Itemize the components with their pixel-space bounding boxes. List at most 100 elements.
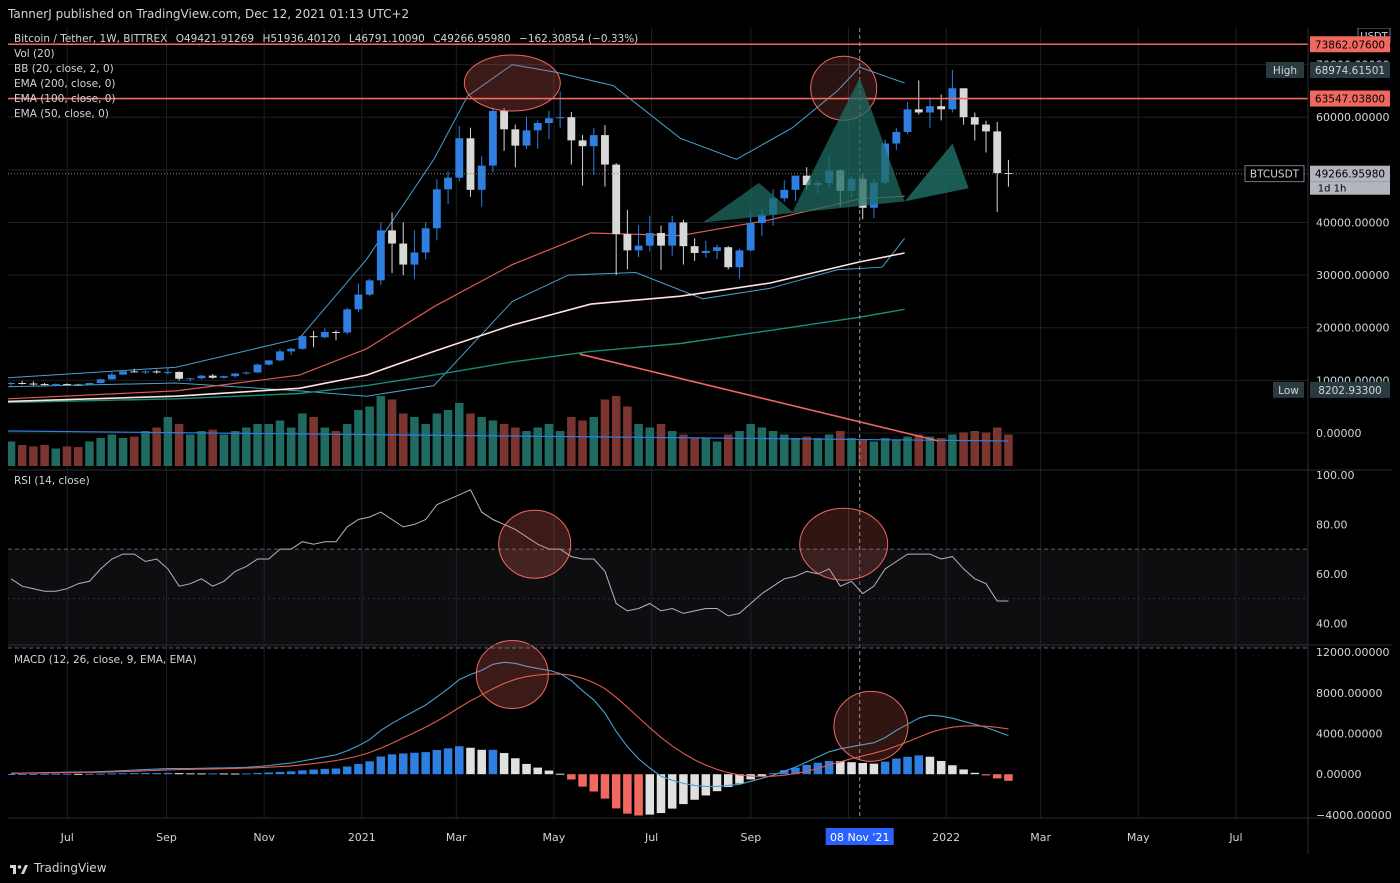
candle-body [63, 384, 71, 386]
macd-histogram-bar [40, 773, 49, 775]
volume-bar [331, 431, 341, 466]
macd-histogram-bar [331, 768, 341, 775]
macd-histogram-bar [51, 773, 61, 775]
macd-signal-line [10, 673, 1009, 778]
candle-body [937, 106, 946, 110]
macd-histogram-bar [914, 755, 924, 775]
macd-histogram-bar [264, 772, 274, 775]
crosshair-time-box [825, 828, 894, 845]
macd-histogram-bar [1004, 774, 1013, 781]
indicator-volume[interactable]: Vol (20) [14, 48, 55, 60]
volume-bar [578, 420, 587, 466]
volume-bar [387, 399, 397, 466]
price-tick-label: 0.00000 [1316, 427, 1362, 440]
macd-histogram-bar [757, 774, 767, 776]
macd-histogram-bar [735, 774, 744, 784]
macd-histogram-bar [242, 773, 251, 775]
candle-body [791, 175, 800, 190]
candle-body [477, 165, 486, 190]
volume-bar [970, 431, 980, 466]
ohlc-close: C49266.95980 [433, 33, 511, 45]
tradingview-logo-icon [10, 864, 28, 874]
candle-body [365, 280, 374, 295]
candle-body [455, 138, 464, 178]
volume-bar [903, 436, 912, 466]
price-tag-label-box [1273, 381, 1304, 398]
tradingview-logo[interactable]: TradingView [10, 854, 107, 883]
volume-bar [656, 424, 666, 466]
macd-histogram-bar [421, 752, 430, 775]
main-legend: Bitcoin / Tether, 1W, BITTREX O49421.912… [14, 32, 638, 122]
candle-body [152, 371, 161, 373]
time-label: May [1127, 831, 1150, 844]
macd-histogram-bar [925, 756, 935, 775]
macd-histogram-bar [824, 760, 834, 775]
indicator-ema100[interactable]: EMA (100, close, 0) [14, 93, 116, 105]
volume-bar [735, 431, 744, 466]
time-label: Jul [1228, 831, 1242, 844]
indicator-ema200[interactable]: EMA (200, close, 0) [14, 78, 116, 90]
price-tag-box [1310, 165, 1390, 182]
macd-histogram-bar [118, 773, 128, 775]
price-tick-label: 40000.00000 [1316, 216, 1389, 229]
candle-body [690, 246, 699, 253]
volume-bar [197, 431, 206, 466]
volume-bar [17, 445, 27, 466]
volume-bar [701, 438, 711, 466]
volume-bar [959, 432, 968, 466]
candle-body [332, 331, 340, 333]
macd-histogram-bar [712, 774, 722, 792]
macd-histogram-bar [589, 774, 599, 792]
macd-histogram-bar [533, 767, 542, 775]
chart-container[interactable]: JulSepNov2021MarMayJulSepNov2022MarMayJu… [6, 27, 1392, 854]
candle-body [668, 222, 677, 246]
volume-bar [219, 434, 229, 466]
publish-info: TannerJ published on TradingView.com, De… [0, 0, 1400, 28]
macd-tick-label: 0.00000 [1316, 768, 1362, 781]
volume-bar [141, 431, 150, 466]
volume-bar [421, 424, 430, 466]
candle-body [141, 371, 150, 373]
candle-body [892, 131, 901, 144]
volume-bar [533, 427, 542, 466]
macd-histogram-bar [298, 770, 307, 775]
volume-bar [309, 417, 318, 466]
macd-histogram-bar [892, 758, 901, 775]
time-label: 2022 [932, 831, 960, 844]
macd-histogram-bar [376, 756, 386, 775]
rsi-legend[interactable]: RSI (14, close) [14, 475, 90, 487]
volume-bar [757, 427, 767, 466]
axes: JulSepNov2021MarMayJulSepNov2022MarMayJu… [8, 27, 1392, 854]
volume-bar [96, 438, 105, 466]
volume-bar [152, 427, 161, 466]
macd-histogram-bar [410, 752, 419, 775]
indicator-ema50[interactable]: EMA (50, close, 0) [14, 108, 109, 120]
macd-histogram-bar [511, 758, 520, 775]
volume-bar [948, 434, 957, 466]
volume-bar [981, 432, 991, 466]
macd-histogram-bar [903, 756, 912, 775]
candle-body [399, 243, 408, 265]
brand-name: TradingView [34, 861, 107, 875]
macd-histogram-bar [174, 773, 184, 775]
macd-histogram-bar [567, 774, 576, 780]
macd-histogram-bar [667, 774, 677, 809]
volume-bar [892, 439, 901, 466]
volume-bar [40, 445, 49, 466]
volume-bar [600, 399, 610, 466]
volume-bar [623, 406, 632, 466]
time-label: Jul [60, 831, 74, 844]
macd-tick-label: 12000.00000 [1316, 646, 1389, 659]
ema100-line [7, 252, 905, 403]
candle-body [163, 371, 172, 373]
volume-bar [85, 441, 94, 466]
indicator-bb[interactable]: BB (20, close, 2, 0) [14, 63, 114, 75]
macd-histogram-bar [936, 760, 946, 775]
volume-bar [398, 413, 408, 466]
crosshair-time-label: 08 Nov '21 [830, 831, 889, 844]
macd-legend[interactable]: MACD (12, 26, close, 9, EMA, EMA) [14, 654, 197, 666]
ohlc-open: O49421.91269 [175, 33, 255, 45]
chart-svg[interactable]: JulSepNov2021MarMayJulSepNov2022MarMayJu… [6, 27, 1392, 854]
time-label: May [543, 831, 566, 844]
rsi-tick-label: 40.00 [1316, 617, 1348, 630]
